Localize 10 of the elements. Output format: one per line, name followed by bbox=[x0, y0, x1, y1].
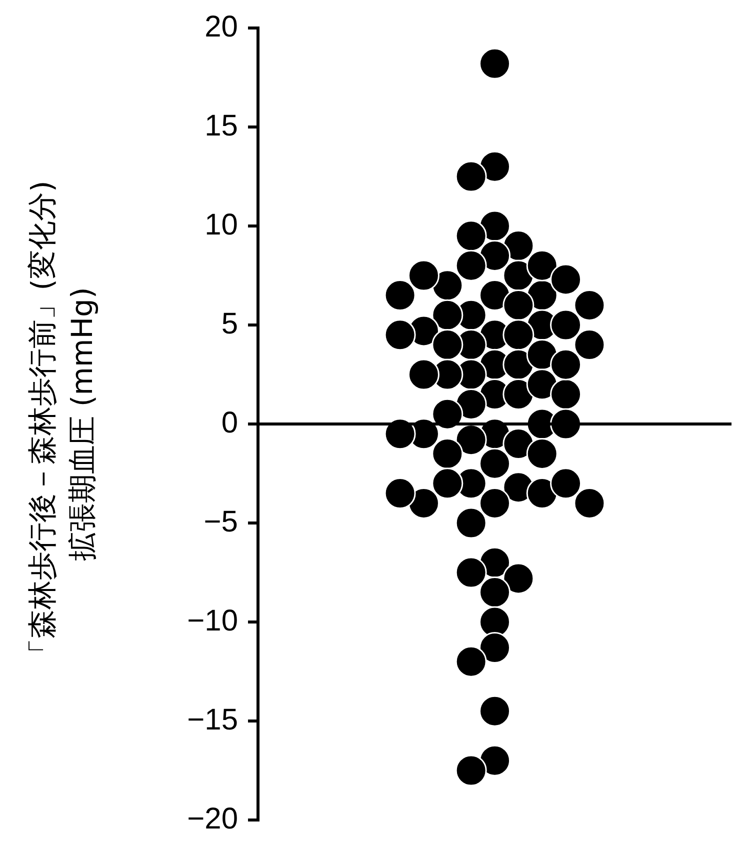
y-tick-label: −15 bbox=[187, 703, 238, 736]
y-axis-title: 「森林歩行後－森林歩行前」(変化分) 拡張期血圧 (mmHg) bbox=[24, 180, 100, 668]
y-tick-label: −20 bbox=[187, 802, 238, 836]
y-tick-label: −5 bbox=[204, 505, 238, 538]
y-tick-label: −10 bbox=[187, 604, 238, 638]
y-tick-label: 15 bbox=[204, 109, 238, 142]
y-tick-label: 0 bbox=[221, 406, 238, 440]
y-tick-label: 20 bbox=[204, 10, 238, 44]
y-tick-label: 5 bbox=[221, 307, 238, 340]
y-tick-label: 10 bbox=[204, 208, 238, 242]
